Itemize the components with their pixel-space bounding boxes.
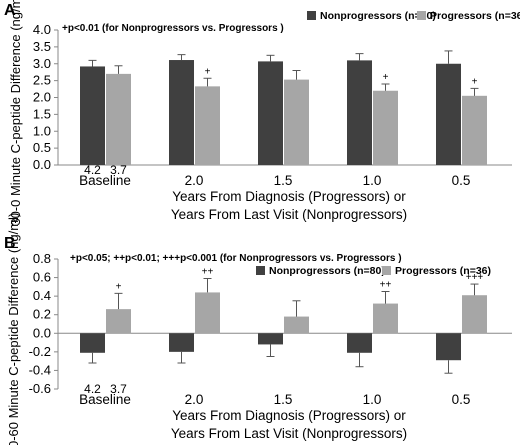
panel-a-y-tick-label: 0.5 (33, 140, 51, 155)
panel-b-ylabel: 90-60 Minute C-peptide Difference (ng/ml… (6, 213, 21, 445)
panel-b-legend-swatch-progressors (382, 266, 391, 275)
panel-a-bar-nonprogressors (80, 66, 105, 165)
panel-b-bar-nonprogressors (258, 333, 283, 345)
panel-a-bar-nonprogressors (169, 60, 194, 165)
panel-b-significance-mark: +++ (466, 272, 484, 283)
panel-b-bar-progressors (373, 303, 398, 334)
panel-a-xlabel-line2: Years From Last Visit (Nonprogressors) (171, 207, 407, 222)
panel-a-y-tick-label: 3.5 (33, 39, 51, 54)
panel-a-bar-nonprogressors (258, 61, 283, 166)
panel-b-significance-mark: ++ (380, 280, 392, 291)
panel-a-xlabel-line1: Years From Diagnosis (Progressors) or (172, 189, 406, 204)
panel-b-y-tick-label: -0.6 (29, 381, 51, 396)
panel-a-significance-mark: + (472, 76, 478, 87)
panel-a-bar-nonprogressors (436, 63, 461, 165)
panel-b-legend-label-nonprogressors: Nonprogressors (n=80) (269, 265, 385, 277)
panel-a-legend-label-progressors: Progressors (n=36) (430, 10, 520, 22)
panel-b-y-tick-label: 0.4 (33, 288, 51, 303)
panel-a-category-label: 1.0 (363, 173, 382, 188)
panel-a-category-label: Baseline (79, 173, 131, 188)
panel-a-category-label: 0.5 (452, 173, 471, 188)
panel-b-bar-nonprogressors (169, 333, 194, 352)
panel-b-bar-progressors (462, 295, 487, 334)
panel-a-y-tick-label: 2.5 (33, 73, 51, 88)
panel-b-legend-swatch-nonprogressors (256, 266, 265, 275)
panel-b-category-label: 1.5 (274, 392, 293, 407)
panel-b-significance-mark: + (116, 281, 122, 292)
panel-b-plot: -0.6 -0.4 -0.2 0.0 0.2 0.4 0.6 0.8 + Baseline ++ 2.… (29, 251, 512, 407)
panel-a-y-tick-label: 4.0 (33, 22, 51, 37)
panel-b-bar-progressors (284, 316, 309, 334)
panel-a-baseline-duration: 3.7 (110, 163, 127, 177)
panel-b-category-label: 1.0 (363, 392, 382, 407)
panel-b-y-tick-label: 0.8 (33, 251, 51, 266)
panel-b-note: +p<0.05; ++p<0.01; +++p<0.001 (for Nonpr… (70, 253, 402, 264)
panel-a-baseline-duration: 4.2 (84, 163, 101, 177)
panel-a-y-tick-label: 2.0 (33, 90, 51, 105)
panel-b-category-label: 2.0 (185, 392, 204, 407)
panel-b-legend-label-progressors: Progressors (n=36) (395, 265, 491, 277)
panel-a-bar-progressors (373, 90, 398, 165)
panel-b-baseline-duration: 3.7 (110, 382, 127, 396)
panel-a-category-label: 2.0 (185, 173, 204, 188)
panel-a-legend-swatch-progressors (417, 11, 426, 20)
panel-b-xlabel-line2: Years From Last Visit (Nonprogressors) (171, 426, 407, 441)
panel-b-baseline-duration: 4.2 (84, 382, 101, 396)
panel-b-y-tick-label: 0.0 (33, 325, 51, 340)
panel-a-bar-progressors (195, 86, 220, 165)
panel-b-y-tick-label: 0.2 (33, 307, 51, 322)
panel-b-bar-nonprogressors (80, 333, 105, 353)
panel-a-legend-label-nonprogressors: Nonprogressors (n=80) (320, 10, 436, 22)
panel-b-y-tick-label: -0.2 (29, 344, 51, 359)
panel-a-significance-mark: + (383, 72, 389, 83)
panel-a-y-tick-label: 1.5 (33, 106, 51, 121)
panel-b-y-tick-label: 0.6 (33, 270, 51, 285)
panel-a-bar-progressors (462, 95, 487, 165)
panel-a-note: +p<0.01 (for Nonprogressors vs. Progress… (62, 23, 284, 34)
panel-a-y-tick-label: 0.0 (33, 157, 51, 172)
panel-b-category-label: Baseline (79, 392, 131, 407)
panel-b-letter: B (4, 235, 16, 252)
panel-b-xlabel-line1: Years From Diagnosis (Progressors) or (172, 408, 406, 423)
panel-b-category-label: 0.5 (452, 392, 471, 407)
panel-b-significance-mark: ++ (202, 267, 214, 278)
panel-a-legend-swatch-nonprogressors (307, 11, 316, 20)
panel-a-bar-progressors (284, 79, 309, 165)
panel-a-significance-mark: + (205, 66, 211, 77)
panel-a-y-tick-label: 1.0 (33, 123, 51, 138)
panel-a-y-tick-label: 3.0 (33, 56, 51, 71)
panel-a-bar-nonprogressors (347, 60, 372, 165)
panel-b-bar-progressors (195, 292, 220, 334)
panel-b-bar-nonprogressors (436, 333, 461, 361)
panel-a-ylabel: 30-0 Minute C-peptide Difference (ng/ml) (8, 0, 23, 226)
panel-b-y-tick-label: -0.4 (29, 362, 51, 377)
panel-a-category-label: 1.5 (274, 173, 293, 188)
panel-a-bar-progressors (106, 73, 131, 165)
panel-b-bar-nonprogressors (347, 333, 372, 353)
panel-a-letter: A (4, 2, 16, 19)
panel-b-bar-progressors (106, 309, 131, 334)
